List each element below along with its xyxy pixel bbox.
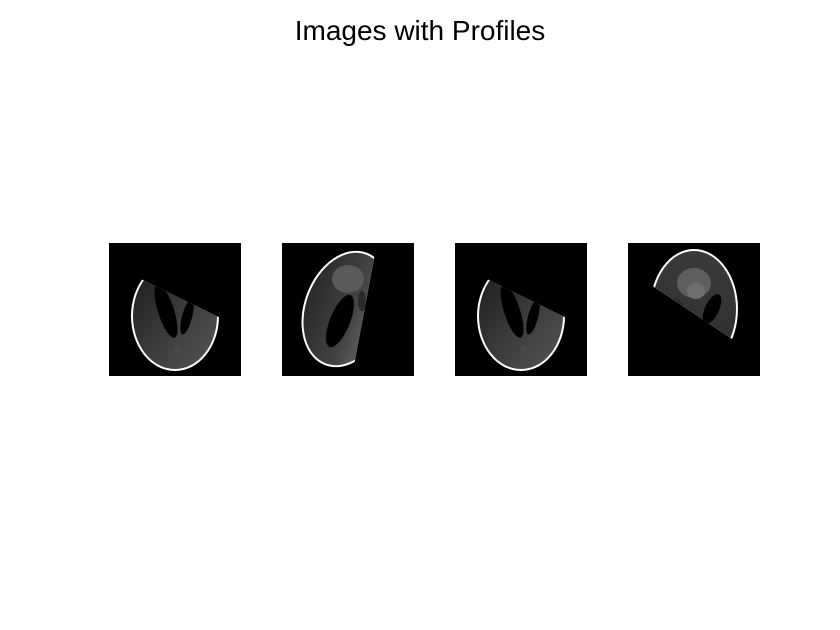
phantom-image-3 bbox=[477, 263, 565, 371]
phantom-image-2 bbox=[301, 250, 377, 368]
figure-title: Images with Profiles bbox=[294, 15, 546, 46]
phantom-image-1 bbox=[131, 263, 219, 371]
image-panel-2 bbox=[282, 243, 414, 376]
phantom-image-4 bbox=[650, 249, 738, 343]
image-panel-4 bbox=[628, 243, 760, 376]
image-panel-3 bbox=[455, 243, 587, 376]
image-panel-1 bbox=[109, 243, 241, 376]
